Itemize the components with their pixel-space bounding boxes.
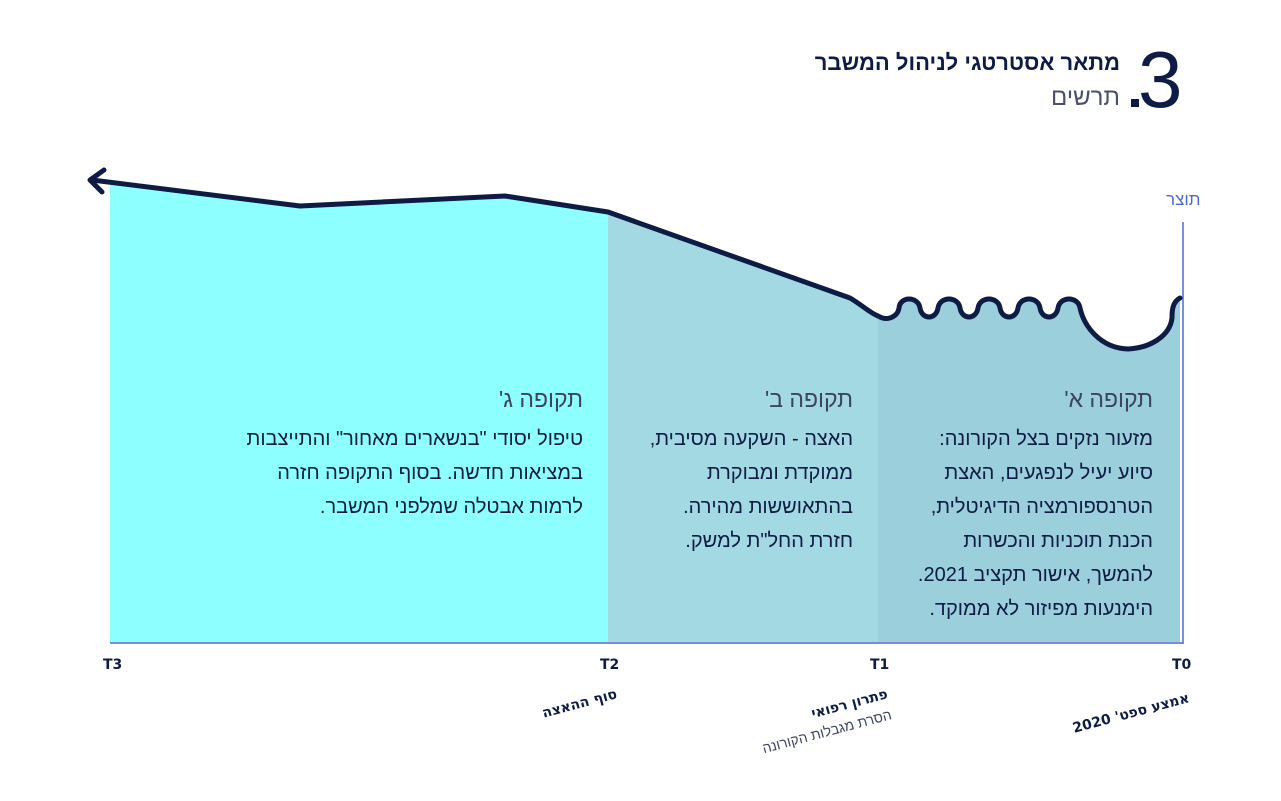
y-axis-label: תוצר [1166, 190, 1201, 209]
page-title: מתאר אסטרטגי לניהול המשבר [814, 50, 1120, 75]
period-b-area [608, 212, 878, 642]
period-a-line: להמשך, אישור תקציב 2021. [917, 564, 1153, 586]
period-b-line: האצה - השקעה מסיבית, [649, 428, 853, 450]
section-number-dot [1131, 99, 1139, 107]
period-a-area [878, 298, 1180, 642]
period-b-title: תקופה ב' [764, 386, 853, 412]
period-c-text: טיפול יסודי "בנשארים מאחור" והתייצבות במ… [163, 422, 584, 524]
output-curve [89, 177, 1183, 352]
period-c-line: במציאות חדשה. בסוף התקופה חזרה [277, 462, 583, 484]
page-subtitle: תרשים [1051, 84, 1120, 111]
period-c-line: לרמות אבטלה שמלפני המשבר. [319, 496, 583, 518]
period-c-area [110, 182, 608, 642]
tick-t3: T3 [103, 657, 123, 673]
tick-t0: T0 [1172, 657, 1192, 673]
period-b-line: ממוקדת ומבוקרת [706, 462, 853, 484]
arrow-head-icon [87, 167, 107, 195]
period-b-line: חזרת החל"ת למשק. [685, 530, 853, 552]
period-a-line: מזעור נזקים בצל הקורונה: [939, 428, 1153, 450]
tick-t1: T1 [870, 657, 890, 673]
period-c-line: טיפול יסודי "בנשארים מאחור" והתייצבות [246, 428, 584, 450]
period-a-line: סיוע יעיל לנפגעים, האצת [944, 462, 1153, 484]
section-number: 3 [1138, 35, 1183, 124]
period-b-text: האצה - השקעה מסיבית, ממוקדת ומבוקרת בהתא… [603, 422, 853, 558]
period-a-line: הכנת תוכניות והכשרות [963, 530, 1153, 552]
period-a-title: תקופה א' [1064, 386, 1153, 412]
period-a-line: הימנעות מפיזור לא ממוקד. [929, 598, 1153, 620]
period-c-title: תקופה ג' [498, 386, 583, 412]
period-a-line: הטרנספורמציה הדיגיטלית, [930, 496, 1153, 518]
tick-t2: T2 [600, 657, 620, 673]
period-a-text: מזעור נזקים בצל הקורונה: סיוע יעיל לנפגע… [853, 422, 1153, 626]
period-b-line: בהתאוששות מהירה. [683, 496, 853, 518]
